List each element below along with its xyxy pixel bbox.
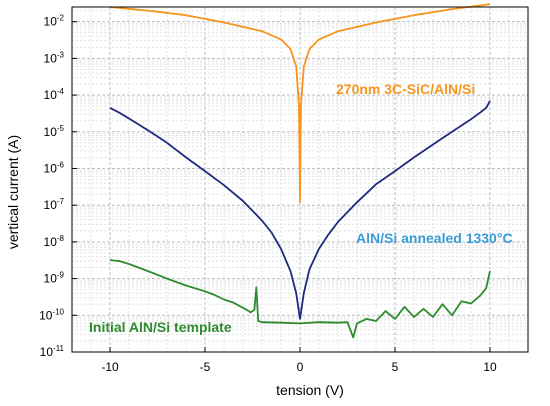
x-tick-label: 10 xyxy=(483,360,497,374)
y-tick-label: 10-6 xyxy=(44,160,65,175)
x-tick-label: -5 xyxy=(200,360,211,374)
y-tick-label: 10-4 xyxy=(44,87,65,102)
x-tick-label: 5 xyxy=(392,360,399,374)
y-tick-label: 10-11 xyxy=(40,344,65,359)
y-tick-label: 10-7 xyxy=(44,197,65,212)
series-label-initial-template: Initial AlN/Si template xyxy=(89,319,232,335)
y-tick-label: 10-8 xyxy=(44,234,65,249)
y-tick-label: 10-3 xyxy=(44,50,65,65)
x-tick-label: 0 xyxy=(297,360,304,374)
x-tick-labels: -10 -5 0 5 10 xyxy=(101,360,497,374)
series-label-3c-sic: 270nm 3C-SiC/AlN/Si xyxy=(336,81,475,97)
series-layer xyxy=(109,3,491,339)
series-line-aln-annealed xyxy=(109,100,491,320)
series-line-3c-sic xyxy=(109,3,491,204)
y-axis-title: vertical current (A) xyxy=(5,135,21,249)
y-tick-label: 10-2 xyxy=(44,14,65,29)
series-line-initial-template xyxy=(109,259,491,339)
y-tick-labels: 10-2 10-3 10-4 10-5 10-6 10-7 10-8 10-9 10-10 10-… xyxy=(39,14,64,359)
series-label-aln-annealed: AlN/Si annealed 1330°C xyxy=(356,230,513,246)
y-tick-label: 10-9 xyxy=(44,271,65,286)
ticks xyxy=(72,21,491,353)
y-tick-label: 10-10 xyxy=(39,307,64,322)
grid xyxy=(71,7,529,353)
y-tick-label: 10-5 xyxy=(44,124,65,139)
x-axis-title: tension (V) xyxy=(276,382,344,398)
x-tick-label: -10 xyxy=(101,360,119,374)
